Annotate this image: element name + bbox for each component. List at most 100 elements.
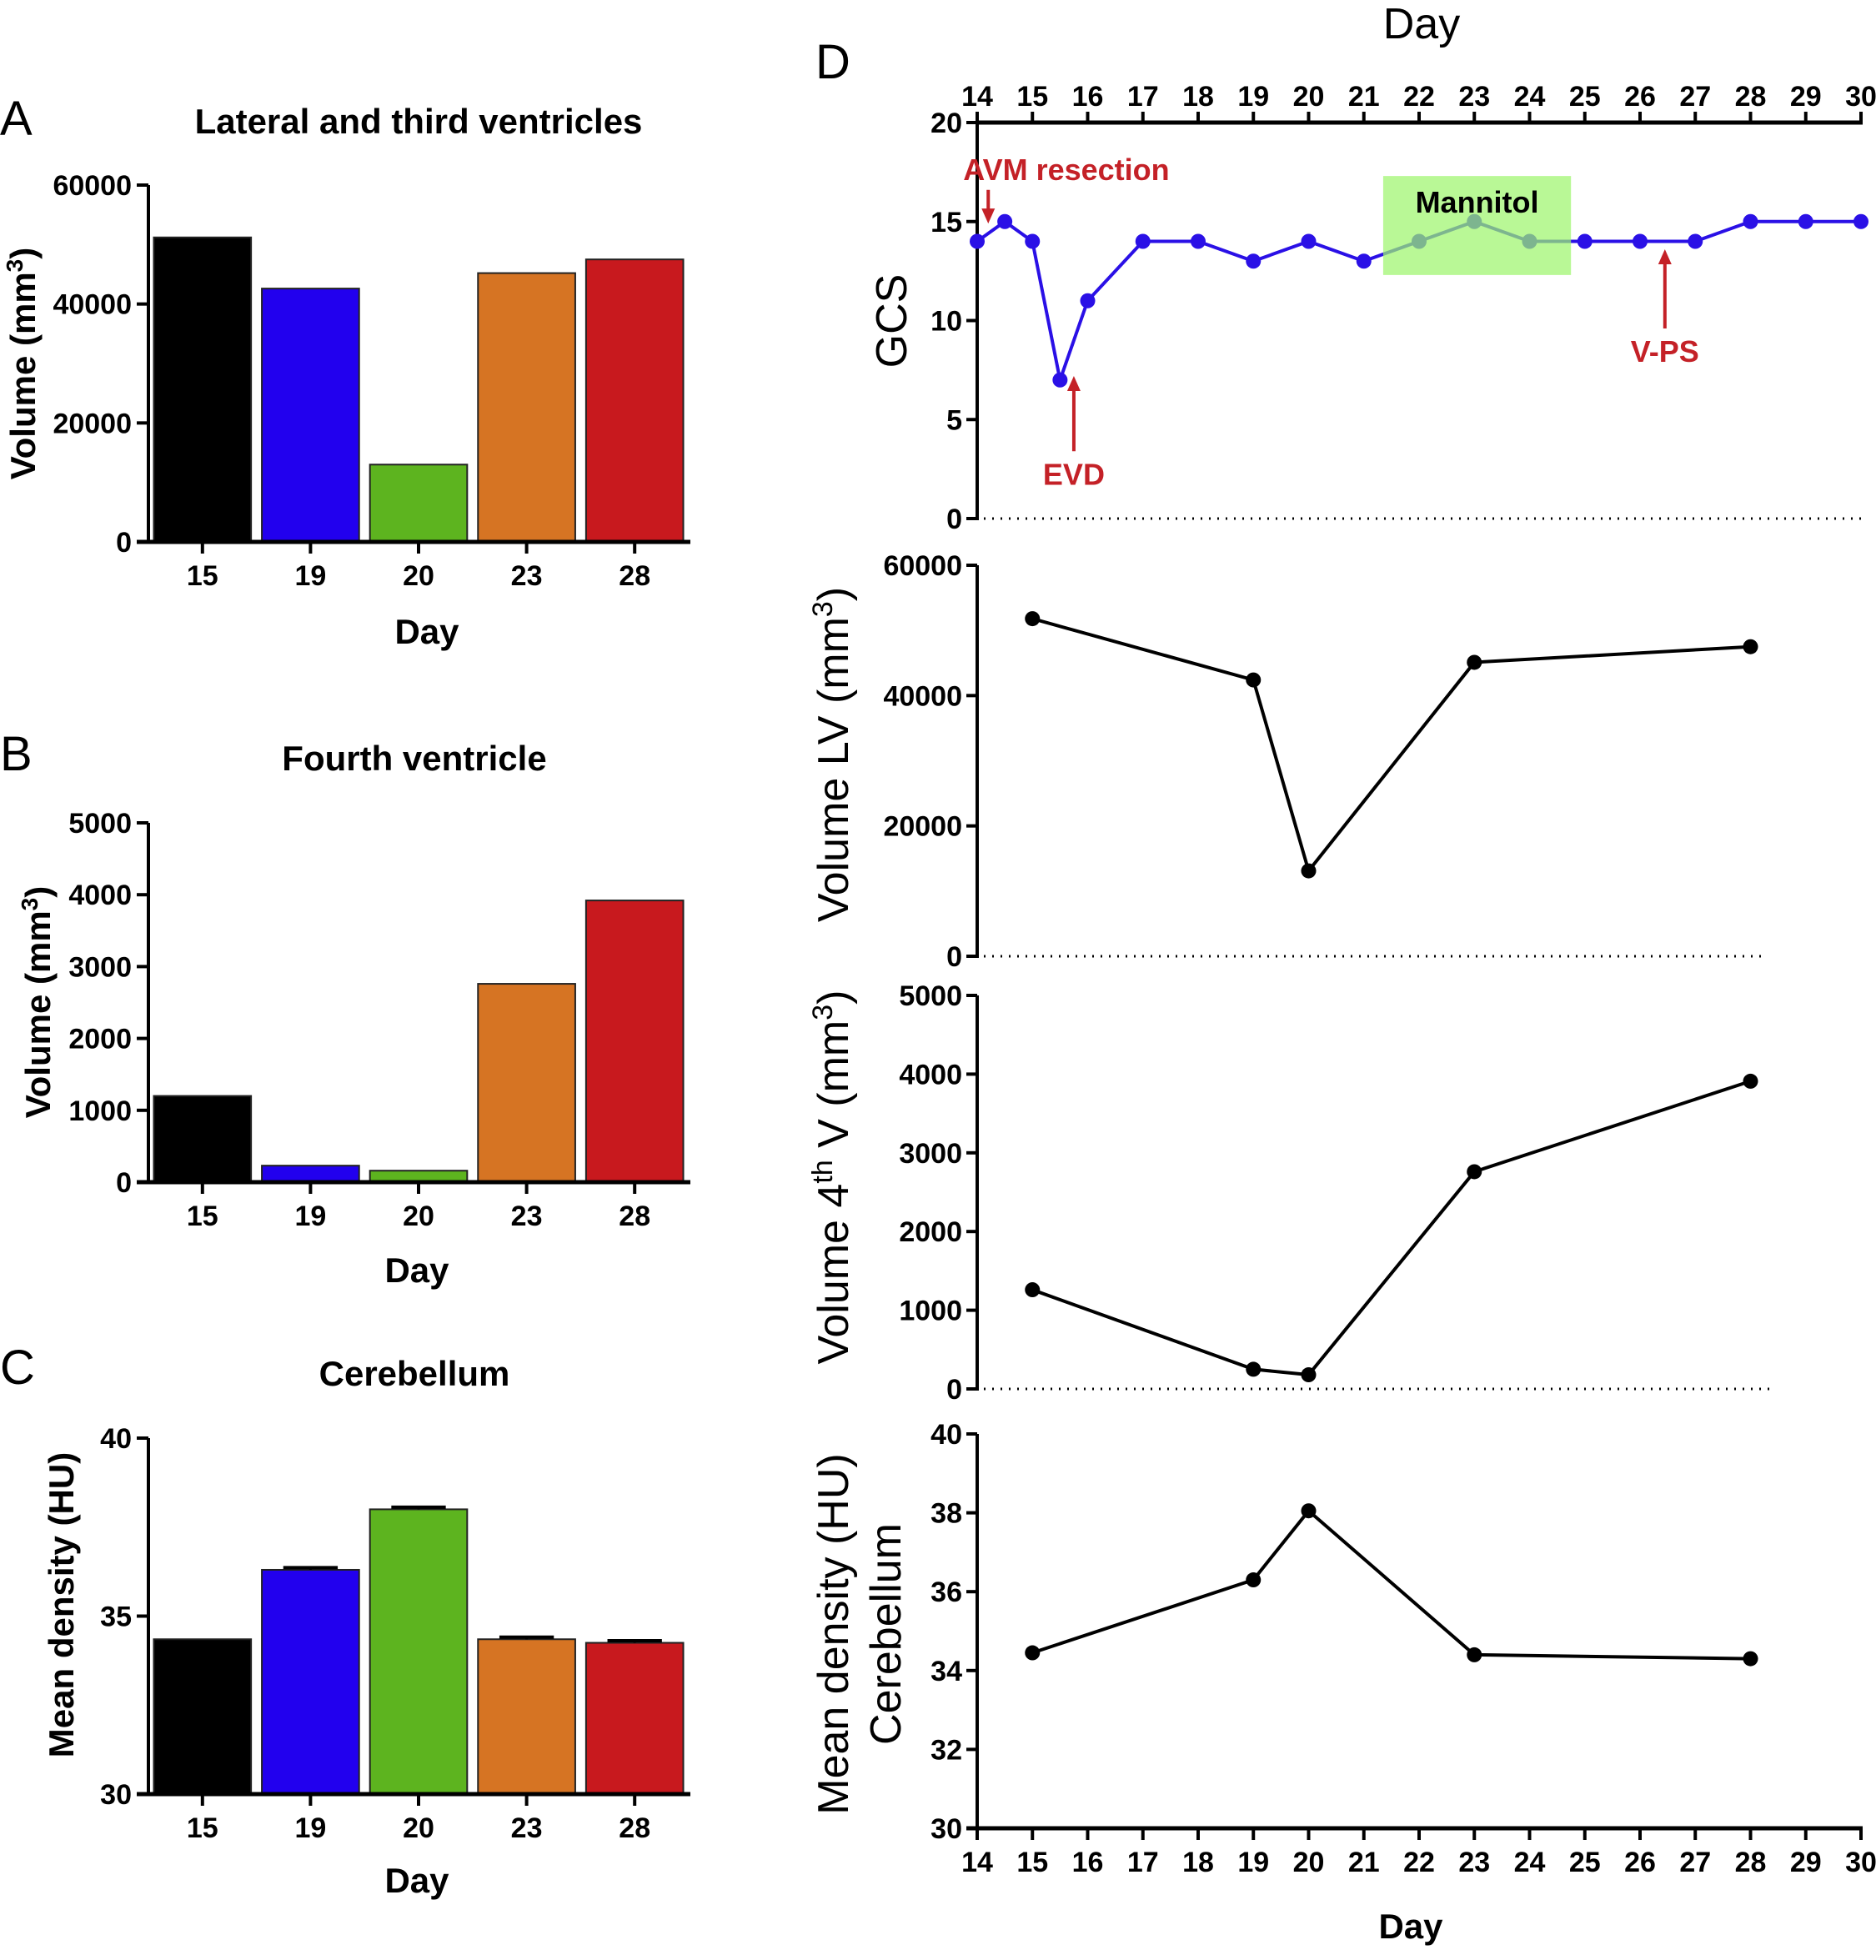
x-tick-label: 28: [619, 1201, 650, 1232]
lv-point: [1246, 672, 1262, 688]
y-tick-label: 0: [946, 504, 962, 535]
y-tick-label: 0: [946, 1374, 962, 1406]
y-tick-label: 3000: [899, 1138, 962, 1170]
top-x-tick-label: 19: [1237, 81, 1269, 113]
panel-a: A Lateral and third ventricles Day Volum…: [0, 92, 690, 651]
chart-title-a: Lateral and third ventricles: [195, 102, 643, 141]
x-tick-label: 18: [1182, 1847, 1214, 1878]
y-tick-label: 1000: [68, 1095, 132, 1127]
x-tick-label: 19: [294, 560, 326, 592]
top-x-tick-label: 25: [1569, 81, 1601, 113]
annotation-label: EVD: [1043, 457, 1105, 491]
panel-letter-c: C: [0, 1341, 35, 1395]
panel-letter-d: D: [815, 35, 850, 89]
cb-point: [1301, 1503, 1317, 1519]
lv-point: [1301, 863, 1317, 879]
4v-point: [1025, 1282, 1041, 1298]
bar-day-19: [261, 288, 360, 543]
4v-point: [1246, 1361, 1262, 1377]
bar-day-19: [261, 1568, 360, 1795]
bar-day-19: [261, 1165, 360, 1183]
x-tick-label: 19: [1237, 1847, 1269, 1878]
bar-day-15: [153, 1095, 253, 1184]
bar-day-28: [584, 1642, 685, 1796]
x-axis-label-b: Day: [384, 1251, 449, 1290]
x-tick-label: 28: [619, 1812, 650, 1844]
x-tick-label: 30: [1845, 1847, 1876, 1878]
4v-point: [1467, 1164, 1482, 1180]
top-x-tick-label: 29: [1790, 81, 1822, 113]
gcs-point: [1853, 213, 1868, 229]
top-x-tick-label: 22: [1403, 81, 1435, 113]
x-axis-label-a: Day: [394, 612, 459, 651]
plot-area-4v: 0 1000 2000 3000 4000 5000: [899, 980, 1774, 1406]
top-x-tick-label: 30: [1845, 81, 1876, 113]
y-tick-label: 0: [116, 1167, 132, 1199]
top-x-tick-label: 18: [1182, 81, 1214, 113]
y-axis-label-cb-line1: Mean density (HU): [810, 1453, 858, 1814]
gcs-point: [1798, 213, 1813, 229]
annotation-label: AVM resection: [963, 153, 1169, 187]
top-x-tick-label: 16: [1072, 81, 1104, 113]
y-tick-label: 1000: [899, 1296, 962, 1327]
panel-b: B Fourth ventricle Day Volume (mm3) 15 19…: [0, 727, 690, 1290]
4v-point: [1743, 1073, 1758, 1089]
x-tick-label: 28: [1735, 1847, 1767, 1878]
y-tick-label: 15: [930, 207, 962, 238]
bar-day-23: [477, 1638, 576, 1795]
mannitol-region: [1382, 176, 1572, 275]
x-tick-label: 19: [294, 1201, 326, 1232]
y-tick-label: 60000: [53, 170, 132, 202]
top-x-axis-label-d: Day: [1383, 0, 1460, 48]
top-x-tick-label: 17: [1127, 81, 1159, 113]
annotation-arrowhead: [1658, 249, 1672, 264]
gcs-point: [1080, 293, 1096, 308]
y-tick-label: 2000: [68, 1024, 132, 1055]
panel-d: Day D GCS Volume LV (mm3) Volume 4th V (…: [807, 0, 1876, 1946]
x-tick-label: 14: [961, 1847, 993, 1878]
bar-day-15: [153, 1638, 253, 1795]
y-axis-label-c: Mean density (HU): [42, 1452, 81, 1757]
y-tick-label: 10: [930, 306, 962, 338]
bar-day-20: [369, 464, 469, 543]
top-x-tick-label: 24: [1514, 81, 1546, 113]
x-tick-label: 26: [1624, 1847, 1656, 1878]
gcs-point: [1135, 233, 1151, 249]
y-axis-label-a: Volume (mm3): [2, 248, 43, 480]
top-x-tick-label: 20: [1293, 81, 1325, 113]
gcs-point: [997, 213, 1013, 229]
plot-area-c: 15 19 20 23 28 30 35 40: [100, 1423, 690, 1844]
x-tick-label: 15: [187, 1201, 218, 1232]
y-tick-label: 32: [930, 1734, 962, 1766]
gcs-point: [1052, 372, 1068, 388]
cb-point: [1246, 1572, 1262, 1588]
x-tick-label: 19: [294, 1812, 326, 1844]
top-x-tick-label: 15: [1016, 81, 1048, 113]
cb-point: [1743, 1651, 1758, 1667]
y-tick-label: 0: [946, 941, 962, 973]
y-axis-label-b: Volume (mm3): [17, 886, 58, 1119]
y-tick-label: 20: [930, 108, 962, 139]
gcs-point: [970, 233, 985, 249]
y-tick-label: 0: [116, 527, 132, 559]
y-tick-label: 40000: [883, 680, 962, 712]
lv-point: [1467, 654, 1482, 670]
cb-line: [1031, 1508, 1751, 1661]
x-tick-label: 29: [1790, 1847, 1822, 1878]
y-tick-label: 35: [100, 1602, 132, 1633]
lv-line: [1031, 617, 1751, 875]
top-x-tick-label: 27: [1679, 81, 1711, 113]
y-tick-label: 40: [100, 1423, 132, 1455]
y-tick-label: 40000: [53, 289, 132, 321]
gcs-point: [1577, 233, 1593, 249]
x-tick-label: 16: [1072, 1847, 1104, 1878]
y-tick-label: 5: [946, 404, 962, 436]
annotation-arrowhead: [981, 208, 996, 224]
top-x-tick-label: 23: [1458, 81, 1490, 113]
x-tick-label: 28: [619, 560, 650, 592]
chart-title-b: Fourth ventricle: [282, 739, 546, 778]
x-tick-label: 23: [511, 560, 543, 592]
x-tick-label: 25: [1569, 1847, 1601, 1878]
